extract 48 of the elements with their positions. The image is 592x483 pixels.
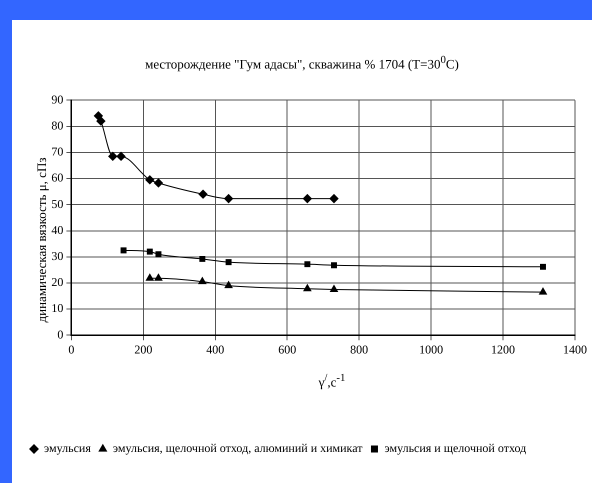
legend-label: эмульсия и щелочной отход bbox=[384, 441, 526, 456]
point bbox=[304, 261, 310, 268]
point bbox=[96, 116, 106, 126]
point bbox=[145, 175, 154, 184]
point bbox=[146, 248, 153, 255]
y-tick-label: 0 bbox=[57, 327, 64, 342]
x-axis-title: γ$^{/}$,с$^{-1}$ bbox=[318, 372, 346, 390]
y-tick-label: 60 bbox=[51, 170, 64, 185]
x-tick-label: 400 bbox=[206, 342, 224, 357]
point bbox=[198, 190, 208, 199]
point bbox=[146, 274, 154, 281]
point bbox=[331, 262, 337, 268]
x-tick-label: 800 bbox=[350, 342, 368, 357]
point bbox=[224, 194, 234, 204]
point bbox=[116, 152, 126, 161]
x-tick-label: 1200 bbox=[491, 342, 516, 357]
y-tick-label: 50 bbox=[51, 196, 64, 211]
point bbox=[224, 281, 233, 288]
point bbox=[198, 277, 206, 284]
y-tick-label: 40 bbox=[51, 222, 64, 237]
x-tick-label: 200 bbox=[134, 342, 152, 357]
chart-title: месторождение "Гум адасы", скважина % 1704 (T=30$^{0}$C) bbox=[144, 54, 460, 72]
legend-label: эмульсия bbox=[44, 441, 92, 456]
x-tick-label: 1400 bbox=[563, 342, 587, 357]
point bbox=[539, 288, 547, 295]
point bbox=[226, 259, 232, 266]
point bbox=[540, 264, 546, 270]
y-tick-label: 10 bbox=[51, 301, 64, 316]
x-tick-label: 600 bbox=[278, 342, 296, 357]
point bbox=[329, 194, 338, 204]
y-tick-label: 20 bbox=[51, 275, 64, 290]
y-tick-label: 90 bbox=[51, 92, 64, 106]
point bbox=[120, 247, 127, 254]
legend-label: эмульсия, щелочной отход, алюминий и химикат bbox=[112, 441, 364, 456]
y-axis-title: динамическая вязкость μ, сПз bbox=[34, 158, 50, 322]
point bbox=[108, 152, 118, 161]
y-tick-label: 70 bbox=[51, 144, 64, 159]
point bbox=[302, 194, 312, 204]
x-tick-label: 1000 bbox=[419, 342, 444, 357]
point bbox=[155, 251, 162, 258]
point bbox=[303, 284, 312, 292]
point bbox=[330, 285, 338, 292]
point bbox=[154, 274, 162, 281]
y-tick-label: 30 bbox=[51, 249, 64, 264]
point bbox=[154, 178, 163, 188]
x-tick-label: 0 bbox=[68, 342, 74, 357]
y-tick-label: 80 bbox=[51, 118, 64, 132]
point bbox=[199, 256, 206, 262]
